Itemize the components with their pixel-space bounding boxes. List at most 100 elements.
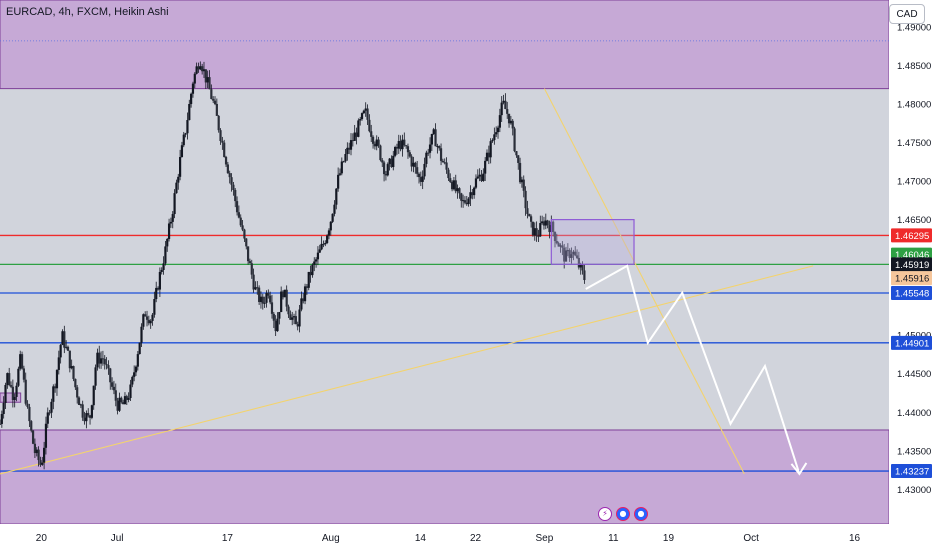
candle-body <box>434 129 437 147</box>
candle-body <box>410 156 413 167</box>
candle-body <box>169 221 173 224</box>
candle-body <box>390 158 393 168</box>
projection-arrow[interactable] <box>585 264 801 475</box>
candle-body <box>202 69 206 72</box>
candle-body <box>329 221 332 231</box>
candle-body <box>570 254 573 258</box>
candle-body <box>392 155 395 168</box>
candle-body <box>162 263 165 270</box>
candle-body <box>553 231 557 242</box>
candle-body <box>261 296 264 304</box>
candle-body <box>19 354 22 369</box>
candle-body <box>324 242 327 245</box>
candle-body <box>54 386 57 389</box>
candle-body <box>70 366 73 369</box>
candle-body <box>171 214 174 222</box>
candle-body <box>57 357 60 370</box>
candle-body <box>482 173 485 181</box>
candle-body <box>583 270 586 281</box>
candle-body <box>484 160 487 174</box>
price-tag-label: 1.43237 <box>895 467 929 478</box>
candle-body <box>61 331 64 345</box>
candle-body <box>76 387 79 398</box>
candle-body <box>568 250 571 258</box>
candle-body <box>72 366 75 379</box>
lightning-icon[interactable]: ⚡ <box>598 507 612 521</box>
candle-body <box>283 289 286 298</box>
candle-body <box>281 291 285 298</box>
candle-body <box>259 296 263 302</box>
candle-body <box>522 179 525 191</box>
zone[interactable] <box>0 392 22 403</box>
zone[interactable] <box>0 0 890 90</box>
candle-body <box>65 346 68 348</box>
candle-body <box>520 179 524 183</box>
candle-body <box>206 77 209 83</box>
candle-body <box>443 162 446 164</box>
candle-body <box>167 223 171 239</box>
trend-line[interactable] <box>543 88 745 475</box>
candle-body <box>26 403 29 407</box>
candle-body <box>307 271 310 288</box>
candle-body <box>327 230 331 236</box>
candle-body <box>416 167 419 174</box>
x-tick-label: 16 <box>849 533 861 544</box>
candle-body <box>180 145 184 158</box>
candle-body <box>232 184 235 191</box>
candle-body <box>541 221 544 224</box>
candle-body <box>274 320 277 332</box>
candle-body <box>373 143 376 147</box>
arrow-head <box>790 462 808 476</box>
candle-body <box>68 350 71 369</box>
candle-body <box>460 193 463 201</box>
candle-body <box>326 235 329 243</box>
flag-icon[interactable]: ● <box>616 507 630 521</box>
x-tick-label: Jul <box>111 533 124 544</box>
candle-body <box>342 161 345 163</box>
candle-body <box>408 152 411 157</box>
chart-title: EURCAD, 4h, FXCM, Heikin Ashi <box>6 6 169 18</box>
x-tick-label: Aug <box>322 533 340 544</box>
candle-body <box>309 271 312 276</box>
candle-body <box>394 146 397 156</box>
candle-body <box>136 354 139 367</box>
highlight-rectangle[interactable] <box>550 219 635 265</box>
candle-body <box>250 263 253 275</box>
candle-body <box>276 318 279 332</box>
candle-body <box>215 103 218 116</box>
currency-button[interactable]: CAD <box>889 4 925 24</box>
candle-body <box>208 77 211 90</box>
candle-body <box>458 188 461 194</box>
candle-body <box>190 93 193 104</box>
candle-body <box>66 346 70 351</box>
candle-body <box>105 364 108 366</box>
candle-body <box>366 108 369 120</box>
y-tick-label: 1.43500 <box>897 446 931 457</box>
candle-body <box>515 151 518 156</box>
candle-body <box>511 120 514 129</box>
candle-body <box>219 130 222 142</box>
candle-body <box>50 401 53 413</box>
candle-body <box>526 208 529 214</box>
candle-body <box>450 181 454 190</box>
candle-body <box>221 141 224 143</box>
candle-body <box>544 220 547 226</box>
candle-body <box>302 298 305 302</box>
zone[interactable] <box>0 429 890 525</box>
price-tag-label: 1.46046 <box>895 250 929 261</box>
candle-body <box>355 132 358 137</box>
candle-body <box>561 245 564 248</box>
candle-body <box>452 180 456 190</box>
candle-body <box>507 113 511 124</box>
flag-icon[interactable]: ● <box>634 507 648 521</box>
candle-body <box>311 264 314 276</box>
candle-body <box>542 221 546 226</box>
candle-body <box>417 173 421 178</box>
price-tag <box>891 464 932 479</box>
candle-body <box>246 246 250 262</box>
candle-body <box>237 212 241 218</box>
candle-body <box>226 164 229 174</box>
time-axis[interactable] <box>0 524 889 550</box>
candle-body <box>465 202 468 205</box>
